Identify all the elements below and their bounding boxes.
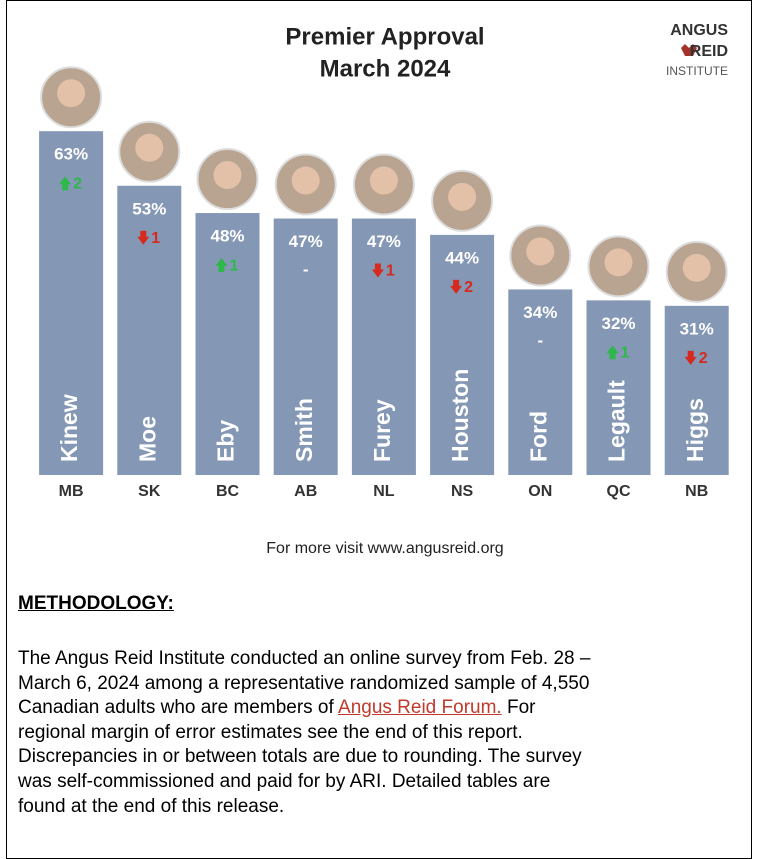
photo-face xyxy=(604,248,633,277)
change-label: 2 xyxy=(699,350,708,367)
x-tick-label: ON xyxy=(528,483,552,500)
x-tick-label: MB xyxy=(59,483,84,500)
bar-name: Eby xyxy=(213,420,239,462)
change-arrow xyxy=(684,350,697,365)
photo-face xyxy=(369,166,398,195)
photo-face xyxy=(448,182,477,211)
photo-face xyxy=(526,237,555,266)
photo-face xyxy=(135,133,164,162)
value-label: 53% xyxy=(132,199,166,218)
bar-name: Houston xyxy=(447,369,473,462)
bar-name: Higgs xyxy=(682,398,708,462)
text: Canadian adults who are members of xyxy=(18,697,339,719)
bar-name: Furey xyxy=(369,399,395,462)
x-tick-label: NL xyxy=(373,483,395,500)
value-label: 34% xyxy=(523,303,557,322)
logo-leaf xyxy=(681,44,697,56)
text-line: Discrepancies in or between totals are d… xyxy=(18,746,582,768)
bar xyxy=(508,289,573,475)
bar-name: Kinew xyxy=(56,394,82,462)
text-line: was self-commissioned and paid for by AR… xyxy=(18,770,551,792)
heading: METHODOLOGY: xyxy=(18,593,174,614)
paragraph: The Angus Reid Institute conducted an on… xyxy=(18,647,590,819)
x-tick-label: QC xyxy=(607,483,631,500)
logo-line: INSTITUTE xyxy=(666,64,728,78)
bar-name: Moe xyxy=(134,416,160,462)
bar-name: Ford xyxy=(525,411,551,462)
value-label: 48% xyxy=(210,227,244,246)
text-line: regional margin of error estimates see t… xyxy=(18,721,523,743)
chart-subtitle: March 2024 xyxy=(320,55,451,82)
change-arrow xyxy=(371,263,384,278)
bar xyxy=(273,218,338,475)
value-label: 32% xyxy=(601,314,635,333)
chart: Premier Approval March 2024 ANGUS REID I… xyxy=(39,22,729,557)
change-label: - xyxy=(537,331,543,350)
bar xyxy=(351,218,416,475)
change-label: 2 xyxy=(73,175,82,192)
value-label: 44% xyxy=(445,248,479,267)
value-label: 63% xyxy=(54,145,88,164)
bar xyxy=(430,234,495,475)
text: For xyxy=(501,697,536,719)
bar xyxy=(586,300,651,475)
x-tick-label: NS xyxy=(451,483,474,500)
change-arrow xyxy=(450,279,463,294)
change-arrow xyxy=(215,258,228,273)
footer: For more visit www.angusreid.org xyxy=(266,540,503,557)
x-tick-label: SK xyxy=(138,483,161,500)
x-tick-label: AB xyxy=(294,483,317,500)
value-label: 31% xyxy=(680,319,714,338)
change-label: 2 xyxy=(464,279,473,296)
photo-face xyxy=(57,79,86,108)
bar-name: Legault xyxy=(604,380,630,462)
bar xyxy=(664,305,729,475)
photo-face xyxy=(213,161,242,190)
logo-line: REID xyxy=(690,43,728,60)
change-arrow xyxy=(606,345,619,360)
change-label: 1 xyxy=(621,345,630,362)
logo-line: ANGUS xyxy=(670,22,728,39)
methodology: METHODOLOGY: The Angus Reid Institute co… xyxy=(18,593,590,819)
document: Premier Approval March 2024 ANGUS REID I… xyxy=(6,0,752,859)
value-label: 47% xyxy=(289,232,323,251)
change-label: 1 xyxy=(230,257,239,274)
text-line: found at the end of this release. xyxy=(18,795,285,817)
photo-face xyxy=(291,166,320,195)
x-tick-label: BC xyxy=(216,483,240,500)
bar xyxy=(117,185,182,475)
value-label: 47% xyxy=(367,232,401,251)
text-line: March 6, 2024 among a representative ran… xyxy=(18,672,590,694)
text-line: Canadian adults who are members of Angus… xyxy=(18,696,590,721)
bar-name: Smith xyxy=(291,398,317,462)
x-tick-label: NB xyxy=(685,483,708,500)
chart-title: Premier Approval xyxy=(285,23,484,50)
bar xyxy=(39,131,104,475)
change-label: 1 xyxy=(151,230,160,247)
change-label: - xyxy=(303,260,309,279)
bar xyxy=(195,213,260,476)
text-line: The Angus Reid Institute conducted an on… xyxy=(18,648,591,669)
change-label: 1 xyxy=(386,263,395,280)
photo-face xyxy=(682,253,711,282)
link[interactable]: Angus Reid Forum. xyxy=(338,697,502,719)
change-arrow xyxy=(137,230,150,245)
change-arrow xyxy=(59,176,72,191)
